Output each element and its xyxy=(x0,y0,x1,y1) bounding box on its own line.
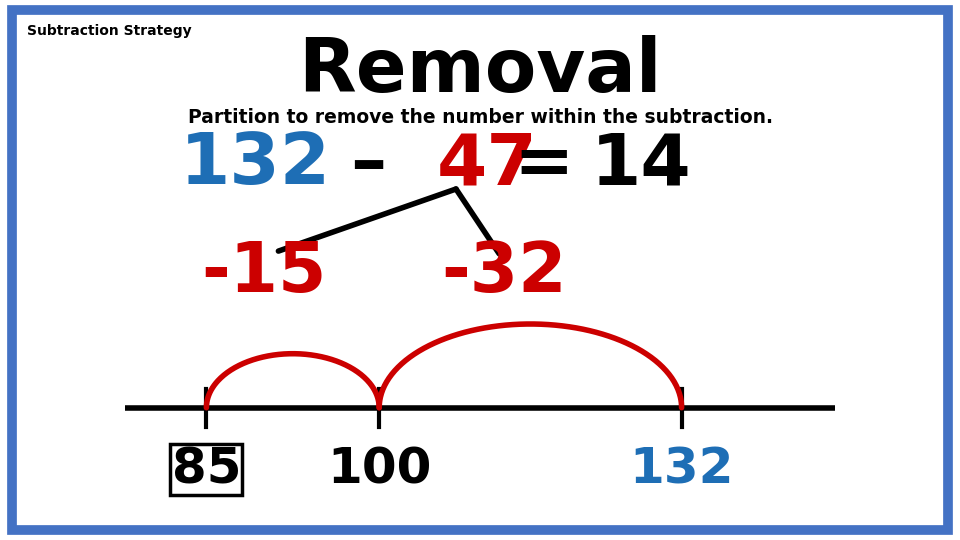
Text: 85: 85 xyxy=(172,446,241,494)
Text: -15: -15 xyxy=(202,239,326,306)
Text: Removal: Removal xyxy=(299,35,661,108)
Text: 47: 47 xyxy=(437,130,538,199)
Text: Subtraction Strategy: Subtraction Strategy xyxy=(27,24,191,38)
FancyBboxPatch shape xyxy=(12,10,948,530)
Text: 14: 14 xyxy=(590,130,691,199)
Text: =: = xyxy=(514,130,574,199)
Text: 100: 100 xyxy=(327,446,431,494)
Text: –: – xyxy=(350,130,387,199)
Text: 132: 132 xyxy=(180,130,331,199)
Text: Partition to remove the number within the subtraction.: Partition to remove the number within th… xyxy=(187,108,773,127)
Text: 132: 132 xyxy=(630,446,733,494)
FancyBboxPatch shape xyxy=(170,444,242,496)
Text: -32: -32 xyxy=(442,239,566,306)
